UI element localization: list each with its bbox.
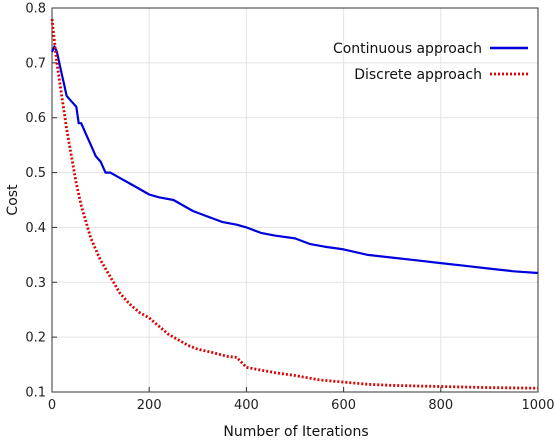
x-tick-label: 600 [331,398,356,413]
x-tick-label: 800 [428,398,453,413]
legend-label-1: Continuous approach [333,41,482,57]
y-tick-label: 0.1 [25,386,46,401]
x-axis-label: Number of Iterations [223,424,368,440]
series-group [50,18,539,390]
y-tick-label: 0.6 [25,111,46,126]
x-tick-label: 1000 [521,398,554,413]
x-tick-label: 0 [48,398,56,413]
series-line-2 [50,18,539,390]
legend-label-2: Discrete approach [354,67,482,83]
y-tick-label: 0.5 [25,166,46,181]
x-tick-label: 400 [234,398,259,413]
y-axis-label: Cost [5,184,21,216]
series-line-1 [50,45,539,275]
y-tick-label: 0.3 [25,276,46,291]
y-tick-label: 0.7 [25,56,46,71]
axis-ticks: 0 200 400 600 800 1000 0.1 0.2 0.3 0.4 0.5 0.6 0.7 0.… [25,2,554,414]
plot-frame [51,7,539,393]
y-tick-label: 0.4 [25,221,46,236]
x-tick-label: 200 [137,398,162,413]
y-tick-label: 0.8 [25,2,46,17]
y-tick-label: 0.2 [25,331,46,346]
legend: Continuous approach Discrete approach [333,41,528,83]
